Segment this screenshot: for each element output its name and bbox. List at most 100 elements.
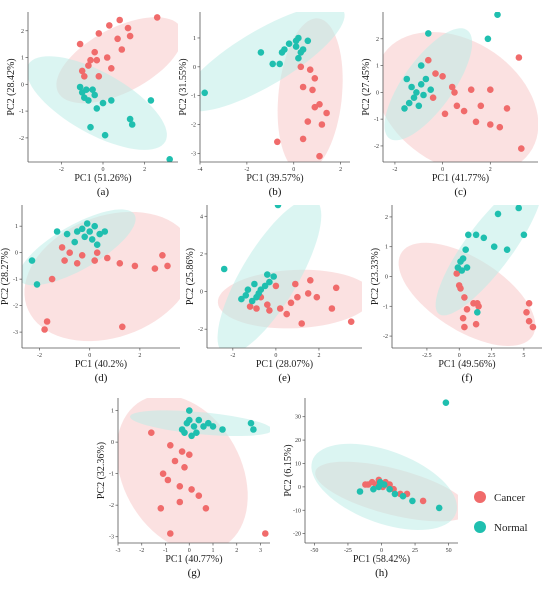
- x-tick-label: -2: [392, 167, 397, 173]
- y-tick-label: 10: [295, 461, 301, 467]
- cancer-point: [459, 314, 467, 322]
- normal-point: [401, 105, 408, 112]
- cancer-point: [73, 260, 81, 267]
- cancer-point: [176, 483, 184, 490]
- x-axis-label: PC1 (40.2%): [75, 359, 127, 370]
- normal-point: [85, 97, 92, 104]
- cancer-point: [487, 86, 494, 93]
- normal-point: [442, 399, 450, 407]
- cancer-point: [525, 300, 533, 307]
- normal-point: [413, 89, 420, 96]
- normal-point: [238, 295, 245, 303]
- normal-point: [410, 94, 418, 101]
- normal-point: [53, 228, 61, 235]
- normal-point: [99, 99, 107, 107]
- x-tick-label: -2: [37, 353, 42, 359]
- normal-point: [219, 426, 226, 433]
- cancer-point: [525, 317, 533, 325]
- normal-point: [427, 86, 435, 93]
- normal-point: [87, 123, 94, 131]
- y-axis-label: PC2 (28.42%): [6, 58, 17, 115]
- y-tick-label: 1: [21, 56, 24, 62]
- normal-point: [274, 205, 282, 209]
- y-axis-label: PC2 (23.33%): [370, 248, 381, 305]
- x-tick-label: 2: [235, 548, 238, 554]
- y-tick-label: 2: [21, 29, 24, 35]
- cancer-point: [253, 305, 260, 312]
- cancer-point: [93, 249, 101, 256]
- normal-point: [386, 485, 393, 493]
- cancer-point: [323, 109, 330, 117]
- cancer-point: [81, 73, 88, 80]
- cancer-point: [316, 152, 323, 160]
- cancer-point: [503, 105, 511, 112]
- y-tick-label: 0: [200, 290, 203, 296]
- x-tick-label: 2: [138, 353, 141, 359]
- normal-point: [295, 54, 302, 62]
- y-axis-label: PC2 (6.15%): [283, 444, 294, 496]
- cancer-point: [195, 492, 203, 500]
- cancer-point: [318, 121, 326, 128]
- normal-point: [420, 91, 427, 99]
- normal-point: [474, 309, 481, 316]
- x-tick-label: 0: [188, 548, 191, 554]
- normal-point: [276, 60, 284, 68]
- cancer-point: [467, 86, 475, 93]
- y-tick-label: -3: [191, 151, 196, 157]
- normal-point: [409, 497, 416, 505]
- normal-point: [405, 99, 413, 107]
- x-tick-label: 2: [317, 353, 320, 359]
- cancer-point: [477, 102, 485, 110]
- cancer-point: [441, 110, 449, 118]
- normal-point: [91, 91, 98, 99]
- y-axis-label: PC2 (28.27%): [0, 248, 11, 305]
- y-tick-label: 1: [376, 64, 379, 70]
- normal-point: [269, 60, 277, 68]
- cancer-point: [103, 54, 111, 61]
- cancer-point: [283, 310, 291, 318]
- normal-point: [264, 271, 271, 278]
- normal-point: [220, 265, 228, 273]
- normal-point: [299, 46, 307, 53]
- normal-confidence-ellipse: [384, 28, 473, 141]
- x-tick-label: -50: [310, 548, 318, 554]
- normal-point: [403, 75, 411, 83]
- cancer-point: [91, 48, 98, 56]
- cancer-point: [475, 303, 482, 310]
- x-tick-label: 0: [88, 353, 91, 359]
- normal-point: [503, 246, 511, 253]
- cancer-point: [188, 486, 195, 493]
- normal-confidence-ellipse: [22, 209, 136, 286]
- normal-point: [494, 210, 502, 218]
- normal-point: [126, 115, 134, 123]
- cancer-point: [453, 270, 461, 277]
- normal-point: [71, 238, 78, 246]
- normal-point: [415, 102, 423, 110]
- cancer-point: [171, 457, 179, 465]
- normal-point: [201, 89, 208, 97]
- x-tick-label: 0: [102, 167, 105, 173]
- normal-point: [376, 478, 384, 486]
- normal-point: [417, 81, 425, 88]
- cancer-point: [176, 498, 184, 506]
- normal-point: [86, 228, 93, 235]
- cancer-point: [274, 138, 281, 146]
- cancer-point: [429, 94, 437, 101]
- cancer-point: [292, 280, 299, 288]
- y-tick-label: 0: [193, 65, 196, 71]
- cancer-point: [151, 265, 159, 272]
- cancer-point: [455, 282, 463, 289]
- normal-point: [244, 286, 252, 294]
- cancer-point: [299, 83, 307, 91]
- normal-point: [188, 432, 195, 440]
- x-tick-label: 2: [339, 167, 342, 173]
- normal-point: [472, 231, 480, 239]
- y-tick-label: -2: [383, 334, 388, 340]
- cancer-point: [85, 62, 92, 69]
- normal-point: [186, 407, 193, 414]
- normal-point: [304, 37, 312, 45]
- x-tick-label: 0: [458, 353, 461, 359]
- cancer-legend-label: Cancer: [494, 492, 525, 504]
- y-tick-label: -10: [293, 508, 301, 514]
- cancer-point: [298, 320, 306, 327]
